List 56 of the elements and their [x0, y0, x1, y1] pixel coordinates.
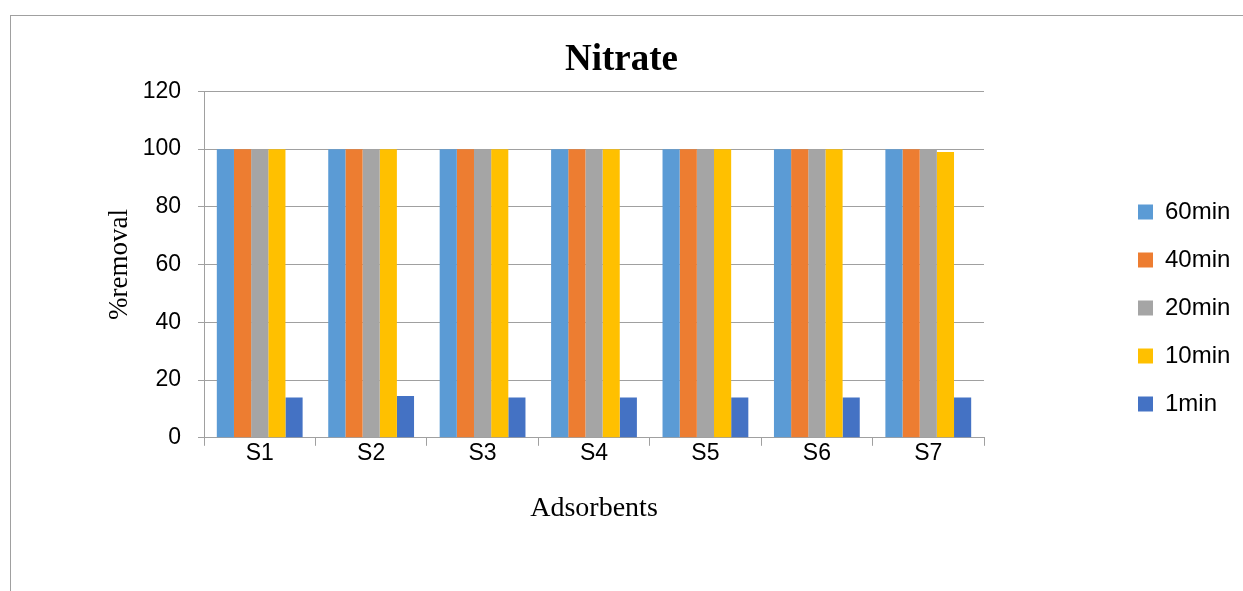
bar — [954, 397, 972, 438]
x-tick-label: S5 — [691, 438, 720, 465]
y-tick-label: 60 — [155, 249, 181, 276]
legend-label: 40min — [1165, 244, 1231, 272]
bar — [825, 149, 843, 438]
bar — [473, 149, 492, 438]
bar — [791, 149, 809, 438]
bar — [773, 149, 792, 438]
bar — [585, 149, 603, 438]
bar — [379, 149, 397, 438]
x-tick-label: S3 — [468, 438, 497, 465]
bar — [602, 149, 620, 438]
bar — [216, 149, 234, 438]
y-axis-title: %removal — [103, 209, 134, 321]
chart-title: Nitrate — [565, 36, 678, 78]
x-tick-label: S7 — [914, 438, 943, 465]
bar — [251, 149, 269, 438]
bar — [362, 149, 380, 438]
y-tick-label: 80 — [155, 192, 181, 219]
legend-label: 1min — [1165, 388, 1218, 416]
y-tick-label: 100 — [142, 134, 181, 161]
bar — [902, 149, 920, 438]
bar — [396, 395, 415, 438]
bar — [268, 149, 286, 438]
x-tick-label: S6 — [802, 438, 831, 465]
y-tick-label: 40 — [155, 307, 181, 334]
x-tick-label: S2 — [357, 438, 386, 465]
y-tick-label: 20 — [155, 365, 181, 392]
legend-label: 10min — [1165, 340, 1231, 368]
bar — [345, 149, 363, 438]
bar — [731, 397, 749, 438]
bar — [285, 397, 303, 438]
bar — [328, 149, 346, 438]
x-axis-title: Adsorbents — [530, 490, 658, 522]
bar — [508, 397, 526, 438]
x-tick-label: S4 — [579, 438, 609, 465]
bar — [842, 397, 860, 438]
bar — [456, 149, 474, 438]
bar — [491, 149, 509, 438]
bar — [233, 149, 252, 438]
bar — [936, 152, 955, 438]
bar — [885, 149, 903, 438]
bar — [619, 397, 637, 438]
bar — [696, 149, 715, 438]
bar — [679, 149, 697, 438]
x-tick-label: S1 — [245, 438, 274, 465]
y-tick-label: 120 — [142, 76, 181, 103]
bar — [808, 149, 826, 438]
bar — [551, 149, 569, 438]
legend-label: 60min — [1165, 196, 1231, 224]
y-tick-label: 0 — [168, 423, 181, 450]
bar — [662, 149, 680, 438]
bar — [714, 149, 732, 438]
bar — [568, 149, 586, 438]
legend-label: 20min — [1165, 292, 1231, 320]
bar — [439, 149, 457, 438]
